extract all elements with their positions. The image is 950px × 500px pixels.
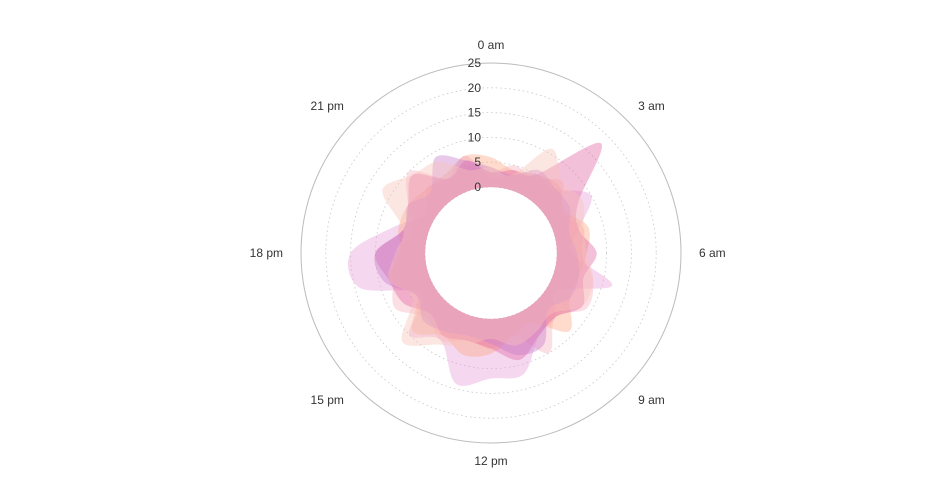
angle-tick-label: 18 pm <box>250 246 283 260</box>
angle-tick-label: 12 pm <box>474 454 507 468</box>
grid-ring-20 <box>325 87 657 419</box>
angle-tick-label: 0 am <box>478 38 505 52</box>
grid-ring-0 <box>424 186 558 320</box>
series-area-1 <box>347 155 613 386</box>
radius-tick-label: 10 <box>468 130 482 144</box>
radius-tick-label: 25 <box>468 56 482 70</box>
label-layer: 0 5 10 15 20 25 0 am 3 am 6 am 9 am 12 pm 15 pm 18 p… <box>250 38 726 468</box>
series-area-5 <box>374 155 580 356</box>
radius-tick-label: 0 <box>474 180 481 194</box>
angle-tick-label: 9 am <box>638 393 665 407</box>
grid-ring-15 <box>350 112 632 394</box>
angle-tick-label: 15 pm <box>311 393 344 407</box>
series-area-2 <box>392 165 594 354</box>
series-area-3 <box>388 154 590 357</box>
grid-ring-5 <box>399 161 583 345</box>
series-layer <box>347 142 613 386</box>
grid-layer <box>300 62 682 444</box>
grid-ring-10 <box>374 136 607 369</box>
series-area-4 <box>375 142 602 361</box>
angle-tick-label: 6 am <box>699 246 726 260</box>
radius-tick-label: 20 <box>468 81 482 95</box>
radius-tick-label: 5 <box>474 155 481 169</box>
angle-tick-label: 3 am <box>638 99 665 113</box>
angle-tick-label: 21 pm <box>311 99 344 113</box>
radius-tick-label: 15 <box>468 106 482 120</box>
series-area-6 <box>382 148 594 346</box>
grid-ring-25 <box>300 62 682 444</box>
